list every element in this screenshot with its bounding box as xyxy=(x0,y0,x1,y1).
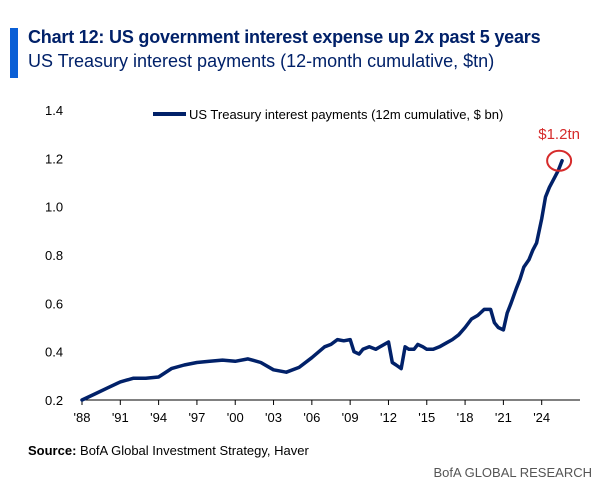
x-tick-label: '18 xyxy=(457,410,474,425)
y-tick-label: 1.0 xyxy=(45,200,63,215)
x-tick-label: '94 xyxy=(150,410,167,425)
x-tick-label: '88 xyxy=(74,410,91,425)
y-tick-label: 1.2 xyxy=(45,151,63,166)
latest-value-annotation: $1.2tn xyxy=(538,126,580,143)
y-tick-label: 1.4 xyxy=(45,103,63,118)
x-tick-label: '03 xyxy=(265,410,282,425)
x-tick-label: '91 xyxy=(112,410,129,425)
legend-label: US Treasury interest payments (12m cumul… xyxy=(189,107,503,122)
x-tick-label: '97 xyxy=(188,410,205,425)
x-tick-label: '00 xyxy=(227,410,244,425)
chart-subtitle: US Treasury interest payments (12-month … xyxy=(28,51,495,71)
latest-value-highlight-ring xyxy=(546,149,573,172)
source-note: Source: BofA Global Investment Strategy,… xyxy=(28,443,309,458)
y-tick-label: 0.6 xyxy=(45,296,63,311)
x-tick-label: '21 xyxy=(495,410,512,425)
series-line-interest-payments xyxy=(80,158,564,402)
x-axis-ticks: '88 '91 '94 '97 '00 '03 '06 '09 '12 '15 '18 '21 '24 xyxy=(74,400,550,425)
y-axis-ticks: 0.2 0.4 0.6 0.8 1.0 1.2 1.4 xyxy=(45,103,63,408)
brand-footer: BofA GLOBAL RESEARCH xyxy=(433,465,592,480)
line-chart: 0.2 0.4 0.6 0.8 1.0 1.2 1.4 '88 '91 '94 '97 '00 '03… xyxy=(45,103,580,425)
chart-title: Chart 12: US government interest expense… xyxy=(28,27,541,47)
x-tick-label: '15 xyxy=(418,410,435,425)
source-text: BofA Global Investment Strategy, Haver xyxy=(76,443,309,458)
y-tick-label: 0.2 xyxy=(45,393,63,408)
x-tick-label: '09 xyxy=(342,410,359,425)
y-tick-label: 0.4 xyxy=(45,345,63,360)
y-tick-label: 0.8 xyxy=(45,248,63,263)
x-tick-label: '06 xyxy=(303,410,320,425)
x-tick-label: '24 xyxy=(533,410,550,425)
legend: US Treasury interest payments (12m cumul… xyxy=(153,107,503,122)
x-tick-label: '12 xyxy=(380,410,397,425)
title-accent-bar xyxy=(10,28,18,78)
source-label: Source: xyxy=(28,443,77,458)
